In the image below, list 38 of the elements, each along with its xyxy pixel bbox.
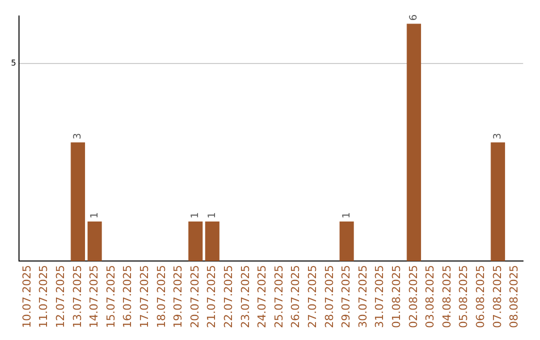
x-tick-label: 19.07.2025: [172, 265, 185, 328]
x-tick-label: 11.07.2025: [37, 265, 50, 328]
x-tick-label: 28.07.2025: [322, 265, 336, 328]
data-label: 1: [89, 212, 100, 218]
x-tick-label: 18.07.2025: [154, 265, 168, 328]
x-tick-label: 04.08.2025: [440, 265, 454, 328]
x-tick-label: 29.07.2025: [340, 265, 353, 328]
data-label: 1: [190, 212, 202, 218]
x-tick-label: 26.07.2025: [289, 265, 302, 328]
data-label: 3: [492, 132, 504, 140]
x-tick-label: 23.07.2025: [238, 265, 252, 328]
y-tick-label: 5: [10, 58, 16, 68]
x-tick-label: 22.07.2025: [222, 265, 235, 328]
x-tick-label: 16.07.2025: [121, 265, 134, 328]
data-label: 3: [72, 132, 84, 140]
x-tick-label: 13.07.2025: [70, 265, 84, 328]
x-tick-label: 14.07.2025: [88, 265, 101, 328]
x-tick-label: 01.08.2025: [390, 265, 403, 328]
x-tick-label: 25.07.2025: [272, 265, 286, 328]
x-tick-label: 10.07.2025: [20, 265, 34, 328]
x-tick-label: 07.08.2025: [490, 265, 504, 328]
x-tick-label: 15.07.2025: [104, 265, 118, 328]
x-tick-label: 08.08.2025: [508, 265, 521, 328]
x-tick-label: 20.07.2025: [188, 265, 202, 328]
x-tick-label: 06.08.2025: [474, 265, 487, 328]
x-tick-label: 12.07.2025: [54, 265, 67, 328]
data-label: 1: [341, 212, 352, 218]
data-label: 6: [408, 14, 420, 21]
x-tick-label: 05.08.2025: [457, 265, 470, 328]
x-tick-label: 31.07.2025: [373, 265, 386, 328]
x-tick-label: 02.08.2025: [406, 265, 420, 328]
data-label: 1: [206, 212, 218, 218]
x-tick-label: 24.07.2025: [256, 265, 269, 328]
x-tick-label: 03.08.2025: [424, 265, 437, 328]
x-tick-label: 27.07.2025: [306, 265, 319, 328]
x-tick-label: 17.07.2025: [138, 265, 151, 328]
x-tick-label: 30.07.2025: [356, 265, 370, 328]
x-tick-label: 21.07.2025: [205, 265, 218, 328]
